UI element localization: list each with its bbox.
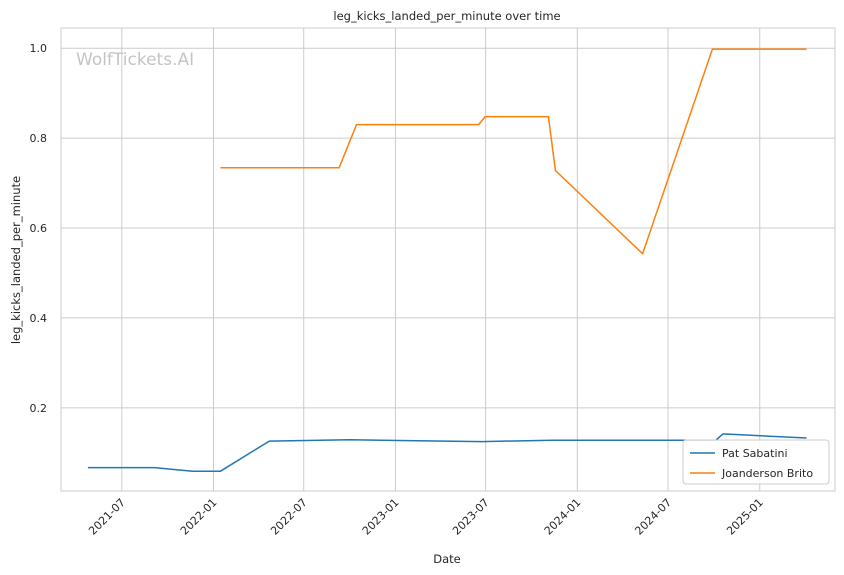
- x-tick-label: 2025-01: [724, 496, 766, 538]
- y-tick-label: 0.2: [30, 402, 48, 415]
- x-tick-label: 2024-01: [542, 496, 584, 538]
- x-tick-label: 2021-07: [86, 496, 128, 538]
- series-line-joanderson-brito: [220, 48, 807, 255]
- plot-area: [60, 27, 836, 492]
- x-tick-label: 2024-07: [632, 496, 674, 538]
- y-tick-label: 0.4: [30, 312, 48, 325]
- x-tick-label: 2023-01: [360, 496, 402, 538]
- y-tick-label: 0.8: [30, 132, 48, 145]
- series-lines: [87, 48, 807, 472]
- y-tick-labels: 0.2 0.4 0.6 0.8 1.0: [30, 42, 48, 415]
- legend-box: [682, 439, 830, 485]
- legend-label-joanderson-brito: Joanderson Brito: [721, 467, 813, 480]
- x-axis-title: Date: [433, 552, 461, 566]
- grid-lines: [61, 28, 835, 491]
- y-tick-label: 0.6: [30, 222, 48, 235]
- x-tick-label: 2022-07: [268, 496, 310, 538]
- y-axis-title: leg_kicks_landed_per_minute: [9, 176, 23, 344]
- x-tick-label: 2022-01: [178, 496, 220, 538]
- chart-title: leg_kicks_landed_per_minute over time: [333, 9, 560, 23]
- y-tick-label: 1.0: [30, 42, 48, 55]
- series-line-pat-sabatini: [87, 433, 807, 472]
- x-tick-labels: 2021-07 2022-01 2022-07 2023-01 2023-07 2024-…: [86, 496, 766, 538]
- watermark: WolfTickets.AI: [76, 50, 194, 70]
- x-tick-label: 2023-07: [450, 496, 492, 538]
- legend-label-pat-sabatini: Pat Sabatini: [722, 447, 788, 460]
- legend: Pat Sabatini Joanderson Brito: [682, 439, 830, 485]
